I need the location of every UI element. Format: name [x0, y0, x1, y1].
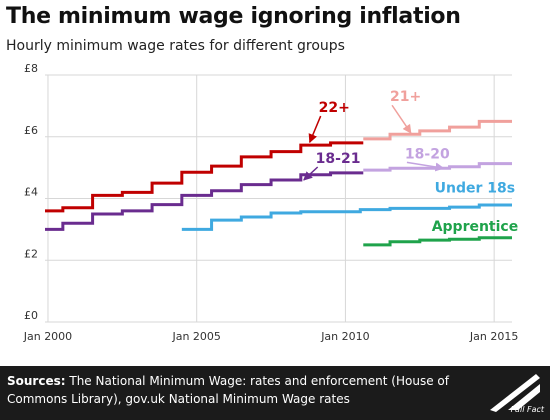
series-arrow: [303, 166, 319, 181]
series-line: [363, 119, 512, 141]
chart-title: The minimum wage ignoring inflation: [6, 4, 461, 29]
series-line: [363, 236, 512, 247]
logo-text: Full Fact: [510, 405, 544, 414]
x-tick-label: Jan 2000: [23, 330, 72, 343]
chart-subtitle: Hourly minimum wage rates for different …: [6, 38, 345, 54]
y-tick-label: £4: [24, 186, 38, 199]
series-line: [45, 141, 364, 213]
series-label: Under 18s: [435, 180, 515, 196]
x-tick-label: Jan 2005: [171, 330, 220, 343]
y-tick-label: £0: [24, 309, 38, 322]
series-arrow: [391, 104, 412, 134]
sources-text: Sources: The National Minimum Wage: rate…: [7, 372, 477, 408]
y-tick-label: £8: [24, 62, 38, 75]
series-label: 22+: [319, 100, 350, 116]
series-label: 21+: [390, 89, 421, 105]
series-line: [363, 162, 512, 172]
sources-label: Sources:: [7, 374, 66, 388]
series-line: [45, 171, 364, 231]
full-fact-logo-icon: [490, 374, 540, 412]
series-label: 18-21: [316, 151, 361, 167]
series-label: Apprentice: [432, 219, 519, 235]
chart: £0 £2 £4 £6 £8 Jan 2000 Jan 2005 Jan 2010 Jan 20…: [23, 62, 519, 343]
y-tick-label: £2: [24, 247, 38, 260]
y-tick-label: £6: [24, 124, 38, 137]
footer: Sources: The National Minimum Wage: rate…: [0, 366, 550, 420]
x-tick-label: Jan 2010: [320, 330, 369, 343]
series-line: [181, 203, 512, 231]
sources-body: The National Minimum Wage: rates and enf…: [7, 374, 449, 406]
series-arrow: [406, 161, 445, 172]
series-label: 18-20: [405, 146, 450, 162]
x-tick-label: Jan 2015: [469, 330, 518, 343]
series-arrow: [308, 115, 322, 144]
